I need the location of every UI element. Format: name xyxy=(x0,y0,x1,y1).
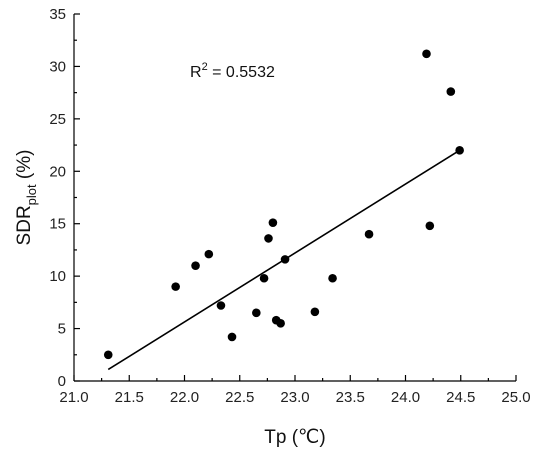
y-tick-label: 10 xyxy=(49,268,66,285)
data-point xyxy=(227,332,237,342)
y-axis-title-main: SDR xyxy=(14,205,35,245)
y-tick-label: 30 xyxy=(49,58,66,75)
x-tick-label: 24.0 xyxy=(391,389,420,406)
r-squared-superscript: 2 xyxy=(202,61,208,73)
y-axis-ticks: 0 5 10 15 20 25 30 35 xyxy=(49,6,80,390)
y-tick-label: 20 xyxy=(49,163,66,180)
x-tick-label: 23.0 xyxy=(280,389,309,406)
data-point xyxy=(364,229,374,239)
data-point xyxy=(252,308,261,318)
y-axis-title: SDRplot (%) xyxy=(14,150,39,246)
r-squared-prefix: R xyxy=(190,64,202,81)
x-tick-label: 23.5 xyxy=(336,389,365,406)
data-point xyxy=(422,49,431,59)
data-point xyxy=(310,307,320,317)
y-axis-title-unit: (%) xyxy=(14,150,35,185)
data-point xyxy=(280,255,290,264)
x-axis-ticks: 21.0 21.5 22.0 22.5 23.0 23.5 24.0 24.5 25.0 xyxy=(59,375,531,406)
x-tick-label: 24.5 xyxy=(446,389,475,406)
data-point xyxy=(328,273,337,283)
y-tick-label: 5 xyxy=(58,321,66,338)
y-tick-label: 15 xyxy=(49,216,66,233)
axes xyxy=(73,14,516,382)
x-tick-label: 22.5 xyxy=(225,389,254,406)
data-point xyxy=(425,221,435,231)
data-point xyxy=(103,350,113,360)
r-squared-annotation: R2 = 0.5532 xyxy=(190,61,275,81)
data-point xyxy=(216,301,226,310)
data-point xyxy=(171,282,180,291)
r-squared-value: = 0.5532 xyxy=(208,64,275,81)
x-tick-label: 25.0 xyxy=(501,389,530,406)
y-axis-title-subscript: plot xyxy=(24,184,39,205)
data-point xyxy=(455,146,464,155)
data-point xyxy=(446,87,456,96)
y-tick-label: 25 xyxy=(49,111,66,128)
data-point xyxy=(204,249,214,259)
y-tick-label: 35 xyxy=(49,6,66,23)
x-tick-label: 21.5 xyxy=(115,389,144,406)
y-tick-label: 0 xyxy=(58,373,66,390)
data-point xyxy=(268,218,278,227)
x-tick-label: 22.0 xyxy=(170,389,199,406)
x-tick-label: 21.0 xyxy=(59,389,88,406)
data-points xyxy=(103,49,464,360)
data-point xyxy=(259,273,269,283)
x-axis-title: Tp (℃) xyxy=(264,427,325,448)
data-point xyxy=(276,319,285,328)
data-point xyxy=(264,234,273,243)
data-point xyxy=(191,261,200,270)
